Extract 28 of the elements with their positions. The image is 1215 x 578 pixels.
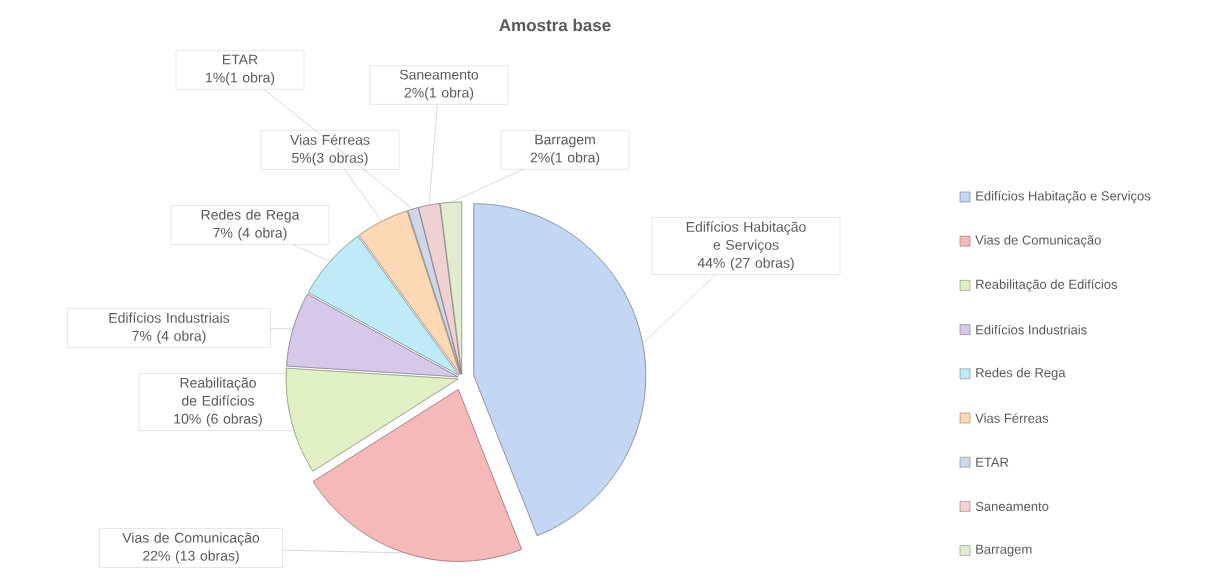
data-label: 5%(3 obras) [292,152,368,166]
legend-label: Vias Férreas [975,413,1049,423]
legend-label: Vias de Comunicação [975,235,1101,248]
legend-label: Barragem [976,544,1032,557]
data-label: 7% (4 obra) [213,227,287,241]
data-label: 22% (13 obras) [143,550,239,564]
slice-label: Vias Férreas [290,134,370,145]
slice-label: Vias de Comunicação [122,532,260,546]
data-label: 10% (6 obras) [174,413,262,427]
slice-label: Edifícios Habitação e Serviços [686,221,806,253]
slice-label: Redes de Rega [201,209,300,223]
data-label: 1%(1 obra) [206,72,275,86]
data-label: 44% (27 obras) [697,257,794,271]
data-label: 2%(1 obra) [530,152,600,166]
legend-label: Edifícios Habitação e Serviços [976,190,1151,204]
data-label: 7% (4 obra) [132,330,206,344]
legend-label: Reabilitação de Edifícios [976,279,1118,292]
category-label: Edifícios Industriais [109,312,230,323]
slice-label: ETAR [223,54,258,65]
legend-label: ETAR [976,457,1009,467]
slice-label: Barragem [535,134,595,148]
legend-label: Edifícios Industriais [976,324,1087,335]
legend-label: Redes de Rega [976,367,1066,380]
legend-label: Saneamento [975,501,1049,511]
data-label: 2%(1 obra) [404,87,474,101]
slice-label: Saneamento [399,69,479,80]
slice-label: Reabilitação de Edifícios [180,377,256,406]
chart-title: Amostra base [499,18,611,32]
